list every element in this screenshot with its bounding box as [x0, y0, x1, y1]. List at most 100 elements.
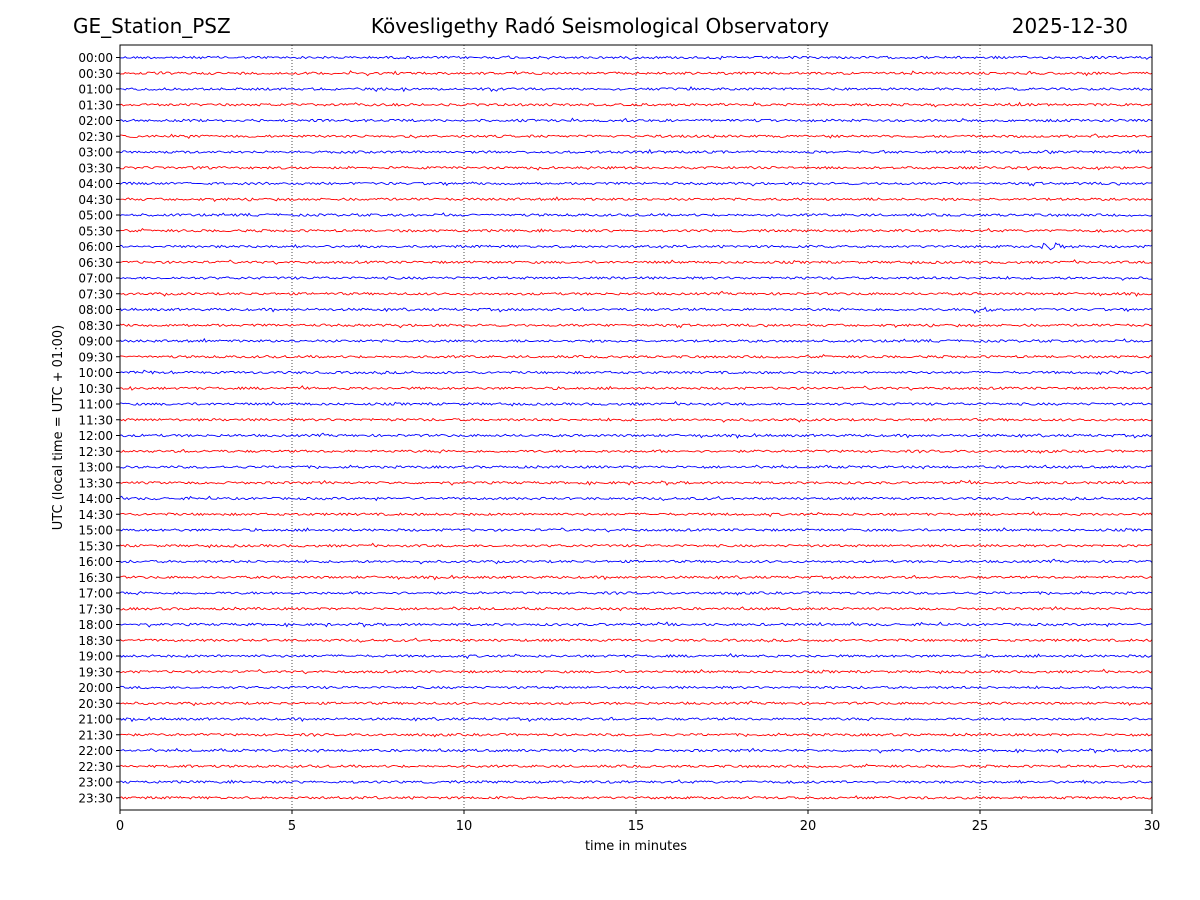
y-tick-label: 23:00 — [78, 776, 113, 790]
chart-date: 2025-12-30 — [1011, 14, 1128, 38]
y-tick-label: 00:30 — [78, 67, 113, 81]
y-tick-label: 09:00 — [78, 335, 113, 349]
y-tick-label: 22:00 — [78, 744, 113, 758]
trace-1200 — [119, 432, 1153, 439]
y-tick-label: 16:00 — [78, 555, 113, 569]
trace-0530 — [119, 227, 1153, 233]
trace-0900 — [119, 337, 1153, 343]
y-tick-label: 21:30 — [78, 728, 113, 742]
y-tick-label: 12:00 — [78, 429, 113, 443]
trace-0030 — [119, 70, 1153, 77]
y-tick-label: 05:00 — [78, 209, 113, 223]
station-name: GE_Station_PSZ — [73, 14, 231, 38]
y-tick-label: 00:00 — [78, 51, 113, 65]
trace-1030 — [119, 385, 1153, 391]
trace-1000 — [119, 369, 1153, 376]
y-tick-label: 14:30 — [78, 508, 113, 522]
y-tick-label: 10:00 — [78, 366, 113, 380]
y-tick-label: 14:00 — [78, 492, 113, 506]
trace-0200 — [119, 117, 1153, 123]
y-tick-label: 02:00 — [78, 114, 113, 128]
y-tick-label: 15:00 — [78, 524, 113, 538]
y-tick-label: 03:30 — [78, 161, 113, 175]
x-axis-ticks: 0 5 10 15 20 25 30 — [116, 810, 1160, 834]
y-tick-label: 07:00 — [78, 272, 113, 286]
y-tick-label: 04:30 — [78, 193, 113, 207]
y-tick-label: 17:00 — [78, 587, 113, 601]
x-tick-label: 25 — [972, 819, 989, 834]
trace-1130 — [119, 417, 1153, 423]
trace-1230 — [119, 449, 1153, 454]
trace-1830 — [119, 637, 1153, 643]
y-tick-label: 11:00 — [78, 398, 113, 412]
trace-0100 — [119, 86, 1153, 93]
y-tick-label: 06:30 — [78, 256, 113, 270]
x-tick-label: 10 — [456, 819, 473, 834]
y-tick-label: 23:30 — [78, 791, 113, 805]
trace-1600 — [119, 558, 1153, 565]
y-tick-label: 18:30 — [78, 634, 113, 648]
y-tick-label: 18:00 — [78, 618, 113, 632]
y-tick-label: 21:00 — [78, 713, 113, 727]
grid-lines — [291, 45, 981, 810]
chart-title: Kövesligethy Radó Seismological Observat… — [370, 14, 830, 38]
trace-0130 — [119, 101, 1153, 108]
trace-1400 — [119, 495, 1153, 502]
trace-0630 — [119, 259, 1153, 265]
trace-0230 — [120, 133, 1153, 140]
y-tick-label: 02:30 — [78, 130, 113, 144]
y-tick-label: 07:30 — [78, 287, 113, 301]
trace-1330 — [119, 479, 1153, 486]
trace-0600 — [120, 242, 1153, 251]
y-tick-label: 11:30 — [78, 413, 113, 427]
y-tick-label: 16:30 — [78, 571, 113, 585]
y-tick-label: 17:30 — [78, 602, 113, 616]
trace-0730 — [119, 290, 1153, 298]
y-tick-label: 15:30 — [78, 539, 113, 553]
y-tick-label: 10:30 — [78, 382, 113, 396]
trace-1930 — [120, 668, 1153, 675]
x-tick-label: 20 — [800, 819, 817, 834]
y-tick-label: 06:00 — [78, 240, 113, 254]
trace-1430 — [119, 511, 1153, 518]
trace-1700 — [119, 590, 1153, 596]
trace-2300 — [119, 779, 1153, 785]
x-axis-label: time in minutes — [585, 839, 687, 854]
trace-1800 — [119, 621, 1153, 628]
trace-2030 — [119, 700, 1153, 707]
y-tick-label: 08:00 — [78, 303, 113, 317]
trace-1630 — [119, 574, 1153, 581]
trace-2330 — [119, 795, 1153, 801]
y-tick-label: 03:00 — [78, 146, 113, 160]
trace-1500 — [119, 527, 1153, 533]
trace-0700 — [119, 275, 1153, 281]
y-tick-label: 09:30 — [78, 350, 113, 364]
trace-0830 — [119, 323, 1153, 329]
y-tick-label: 19:00 — [78, 650, 113, 664]
x-tick-label: 0 — [116, 819, 124, 834]
trace-0300 — [119, 148, 1153, 155]
trace-0430 — [119, 196, 1153, 202]
y-tick-label: 01:30 — [78, 98, 113, 112]
trace-1730 — [119, 605, 1153, 612]
y-tick-label: 12:30 — [78, 445, 113, 459]
trace-group — [119, 55, 1153, 801]
y-tick-label: 08:30 — [78, 319, 113, 333]
y-tick-label: 13:30 — [78, 476, 113, 490]
trace-2230 — [119, 763, 1153, 769]
trace-1100 — [119, 400, 1153, 407]
y-tick-label: 01:00 — [78, 83, 113, 97]
trace-1900 — [119, 652, 1153, 660]
trace-0930 — [119, 353, 1153, 359]
x-tick-label: 15 — [628, 819, 645, 834]
trace-0400 — [119, 181, 1153, 187]
trace-2100 — [119, 716, 1152, 723]
trace-2000 — [119, 685, 1153, 691]
trace-0500 — [119, 212, 1153, 218]
y-tick-label: 04:00 — [78, 177, 113, 191]
y-tick-label: 13:00 — [78, 461, 113, 475]
x-tick-label: 30 — [1144, 819, 1161, 834]
y-tick-label: 20:30 — [78, 697, 113, 711]
